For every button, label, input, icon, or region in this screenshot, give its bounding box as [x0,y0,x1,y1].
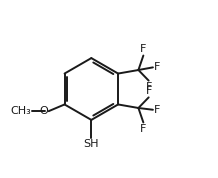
Text: O: O [39,106,48,116]
Text: F: F [140,44,146,54]
Text: SH: SH [83,139,99,149]
Text: F: F [154,105,160,115]
Text: F: F [140,124,146,134]
Text: F: F [145,86,152,96]
Text: F: F [145,82,152,92]
Text: F: F [154,62,160,72]
Text: CH₃: CH₃ [10,106,31,116]
